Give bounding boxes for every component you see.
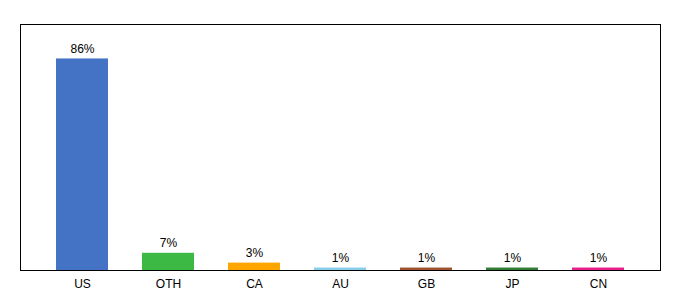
svg-text:3%: 3% <box>246 246 264 260</box>
svg-text:1%: 1% <box>332 251 350 265</box>
svg-text:CN: CN <box>590 277 607 291</box>
svg-text:7%: 7% <box>160 236 178 250</box>
svg-text:AU: AU <box>332 277 349 291</box>
svg-text:OTH: OTH <box>156 277 181 291</box>
svg-text:1%: 1% <box>418 251 436 265</box>
svg-text:US: US <box>74 277 91 291</box>
svg-text:GB: GB <box>418 277 435 291</box>
svg-text:CA: CA <box>246 277 263 291</box>
svg-text:JP: JP <box>505 277 519 291</box>
svg-text:1%: 1% <box>504 251 522 265</box>
svg-text:86%: 86% <box>70 42 94 56</box>
svg-text:1%: 1% <box>590 251 608 265</box>
